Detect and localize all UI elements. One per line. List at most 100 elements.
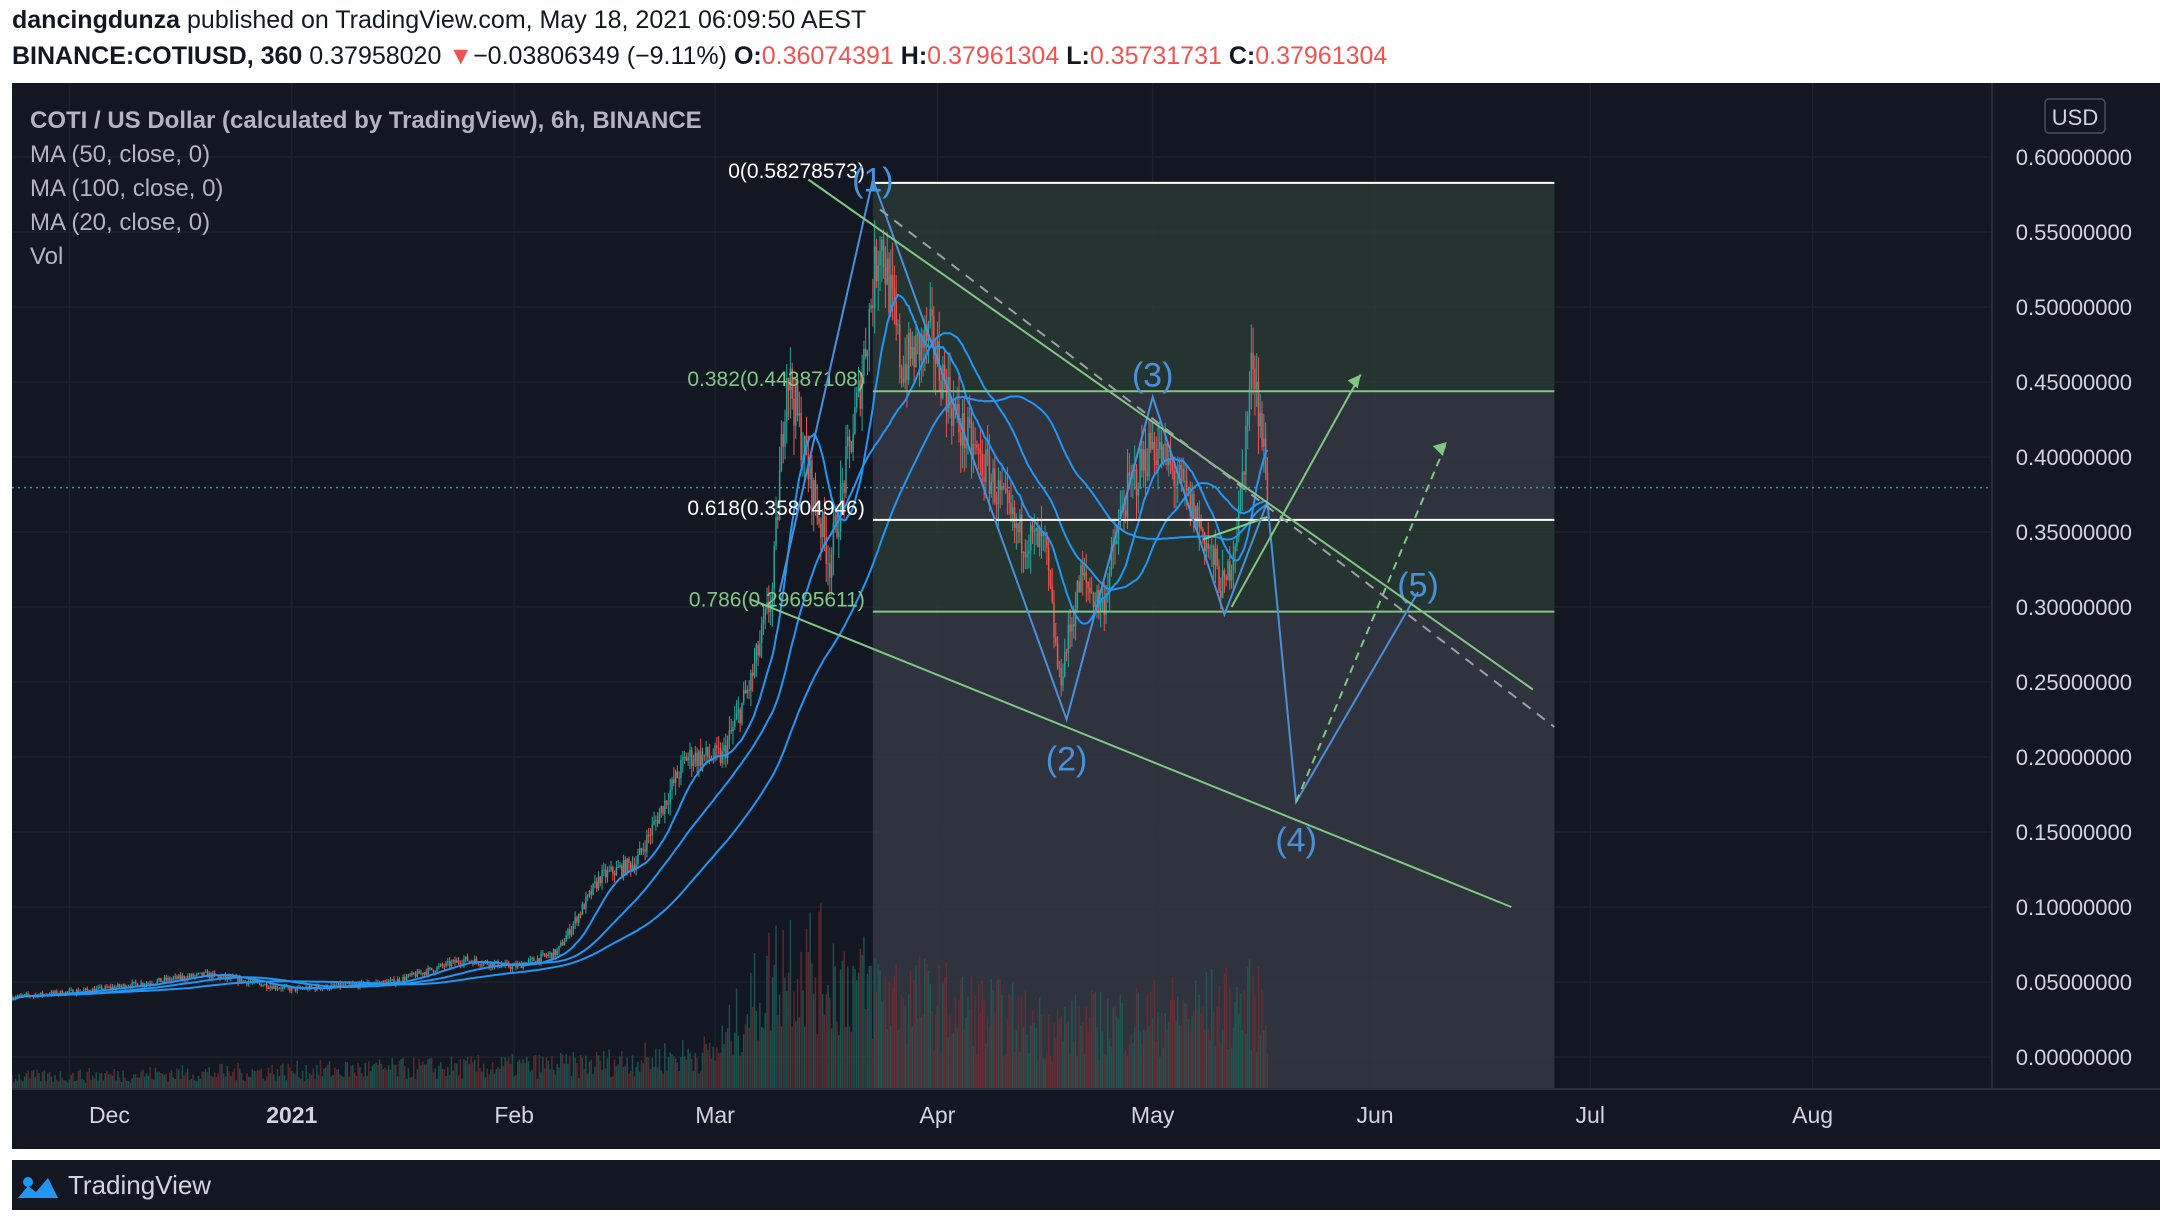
volume-bar — [36, 1069, 38, 1089]
volume-bar — [845, 1026, 847, 1089]
volume-bar — [1194, 980, 1197, 1089]
volume-bar — [439, 1062, 442, 1089]
volume-bar — [495, 1069, 497, 1089]
volume-bar — [221, 1063, 223, 1089]
volume-bar — [947, 1036, 949, 1089]
volume-bar — [1087, 1031, 1089, 1089]
volume-bar — [694, 1052, 697, 1089]
volume-bar — [981, 980, 984, 1089]
volume-bar — [178, 1069, 180, 1089]
volume-bar — [712, 1046, 714, 1089]
candle — [239, 978, 241, 983]
candle — [213, 972, 216, 975]
volume-bar — [335, 1069, 338, 1089]
candle — [592, 883, 594, 895]
volume-bar — [294, 1074, 297, 1089]
candle — [1135, 469, 1138, 496]
candle — [1259, 413, 1262, 427]
author-name[interactable]: dancingdunza — [12, 6, 181, 34]
candle — [402, 976, 404, 982]
volume-bar — [1107, 998, 1109, 1089]
volume-bar — [525, 1056, 528, 1089]
volume-bar — [343, 1077, 345, 1089]
x-tick-label: Apr — [920, 1102, 956, 1128]
candle — [569, 929, 571, 935]
candle — [1010, 503, 1012, 514]
candle — [108, 986, 110, 988]
volume-bar — [1108, 1039, 1111, 1089]
candle — [795, 385, 797, 426]
down-arrow-icon: ▼ — [448, 42, 474, 70]
candle — [188, 976, 191, 978]
volume-bar — [931, 1011, 933, 1089]
candle — [443, 965, 445, 967]
candle — [1189, 488, 1192, 516]
volume-bar — [1083, 1053, 1086, 1089]
chart-panel[interactable]: 0(0.58278573) 0.382(0.44387108) 0.618(0.35… — [12, 83, 2160, 1149]
volume-bar — [334, 1067, 336, 1089]
volume-bar — [65, 1080, 67, 1089]
volume-bar — [527, 1061, 530, 1089]
volume-bar — [952, 1032, 955, 1089]
candle — [1191, 494, 1193, 516]
volume-bar — [481, 1071, 483, 1089]
candle — [929, 309, 932, 323]
volume-bar — [764, 1013, 767, 1089]
candle — [1029, 524, 1032, 551]
volume-bar — [418, 1058, 420, 1089]
candle — [931, 309, 933, 317]
volume-bar — [278, 1076, 280, 1089]
fib-zone-top — [872, 182, 1555, 392]
volume-bar — [517, 1061, 519, 1089]
candle — [820, 523, 822, 538]
volume-bar — [369, 1071, 372, 1089]
candle — [219, 975, 221, 979]
candle — [418, 970, 420, 974]
candle — [570, 929, 573, 935]
candle — [274, 985, 277, 989]
x-tick-label: Jul — [1576, 1102, 1605, 1128]
volume-bar — [977, 983, 980, 1089]
price-chart[interactable]: 0(0.58278573) 0.382(0.44387108) 0.618(0.35… — [12, 83, 2160, 1149]
candle — [771, 588, 774, 608]
volume-bar — [638, 1071, 641, 1089]
candle — [1022, 552, 1025, 554]
volume-bar — [630, 1070, 632, 1089]
candle — [262, 985, 264, 987]
volume-bar — [622, 1067, 625, 1089]
volume-bar — [725, 1032, 727, 1089]
volume-bar — [936, 1005, 939, 1089]
candle — [653, 820, 655, 825]
volume-bar — [590, 1059, 593, 1089]
candle — [1173, 470, 1175, 486]
volume-bar — [314, 1079, 316, 1089]
candle — [1177, 481, 1179, 485]
candle — [1004, 488, 1007, 490]
volume-bar — [1062, 1041, 1064, 1089]
candle — [1225, 576, 1227, 580]
volume-bar — [215, 1077, 218, 1089]
volume-bar — [734, 1032, 736, 1089]
candle — [651, 824, 654, 836]
volume-bar — [803, 1026, 806, 1089]
volume-bar — [1128, 1044, 1131, 1089]
candle — [868, 308, 871, 351]
volume-bar — [265, 1076, 268, 1089]
candle — [147, 983, 150, 985]
tradingview-logo-text[interactable]: TradingView — [68, 1170, 212, 1200]
volume-bar — [328, 1061, 331, 1089]
volume-bar — [777, 1015, 779, 1089]
volume-bar — [1119, 994, 1122, 1089]
volume-bar — [452, 1070, 454, 1089]
candle — [967, 417, 969, 445]
candle — [1035, 527, 1037, 532]
volume-bar — [983, 999, 985, 1089]
candle — [1237, 505, 1240, 538]
candle — [1141, 448, 1143, 471]
green-short-line — [1202, 516, 1268, 541]
candle — [940, 380, 942, 399]
candle — [1012, 507, 1014, 514]
candle — [888, 258, 890, 313]
volume-bar — [934, 1014, 937, 1089]
fib-zone-mid — [872, 391, 1555, 520]
